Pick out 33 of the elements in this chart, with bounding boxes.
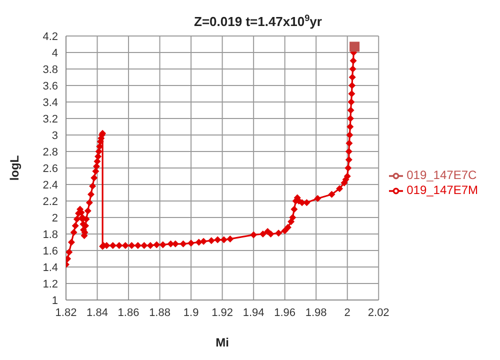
x-axis-title: Mi bbox=[216, 336, 229, 350]
y-tick-label: 1 bbox=[52, 294, 58, 307]
chart-title: Z=0.019 t=1.47x10$^{9}$yr bbox=[194, 13, 322, 29]
y-tick-label: 3.8 bbox=[42, 64, 58, 76]
y-tick-label: 3.6 bbox=[42, 80, 58, 92]
y-tick-label: 1.2 bbox=[42, 278, 58, 290]
y-tick-label: 2.8 bbox=[42, 146, 58, 158]
x-tick-label: 1.98 bbox=[305, 306, 327, 319]
y-tick-label: 1.6 bbox=[42, 245, 58, 258]
x-tick-label: 1.96 bbox=[274, 306, 296, 319]
x-tick-label: 2 bbox=[344, 306, 350, 319]
y-tick-label: 2.2 bbox=[42, 196, 58, 208]
x-tick-label: 1.88 bbox=[149, 306, 170, 319]
legend-label: 019_147E7C bbox=[406, 168, 477, 182]
y-tick-label: 3.2 bbox=[42, 113, 58, 126]
x-tick-label: 2.02 bbox=[368, 306, 390, 319]
y-tick-label: 1.4 bbox=[42, 262, 58, 274]
legend-label: 019_147E7M bbox=[406, 183, 478, 197]
x-tick-label: 1.84 bbox=[86, 306, 108, 319]
y-axis-title: logL bbox=[7, 155, 22, 181]
y-tick-label: 2.6 bbox=[42, 162, 58, 175]
y-tick-label: 2 bbox=[52, 212, 58, 224]
y-tick-label: 4.2 bbox=[42, 30, 58, 43]
x-tick-label: 1.94 bbox=[242, 306, 264, 319]
y-tick-label: 1.8 bbox=[42, 228, 58, 241]
x-tick-label: 1.86 bbox=[118, 306, 140, 319]
x-tick-label: 1.82 bbox=[55, 306, 77, 319]
x-tick-label: 1.92 bbox=[212, 306, 234, 319]
y-tick-label: 3 bbox=[52, 130, 58, 142]
y-tick-label: 2.4 bbox=[42, 179, 58, 192]
y-tick-label: 3.4 bbox=[42, 96, 58, 109]
y-tick-label: 4 bbox=[52, 47, 58, 60]
x-tick-label: 1.9 bbox=[183, 306, 199, 319]
